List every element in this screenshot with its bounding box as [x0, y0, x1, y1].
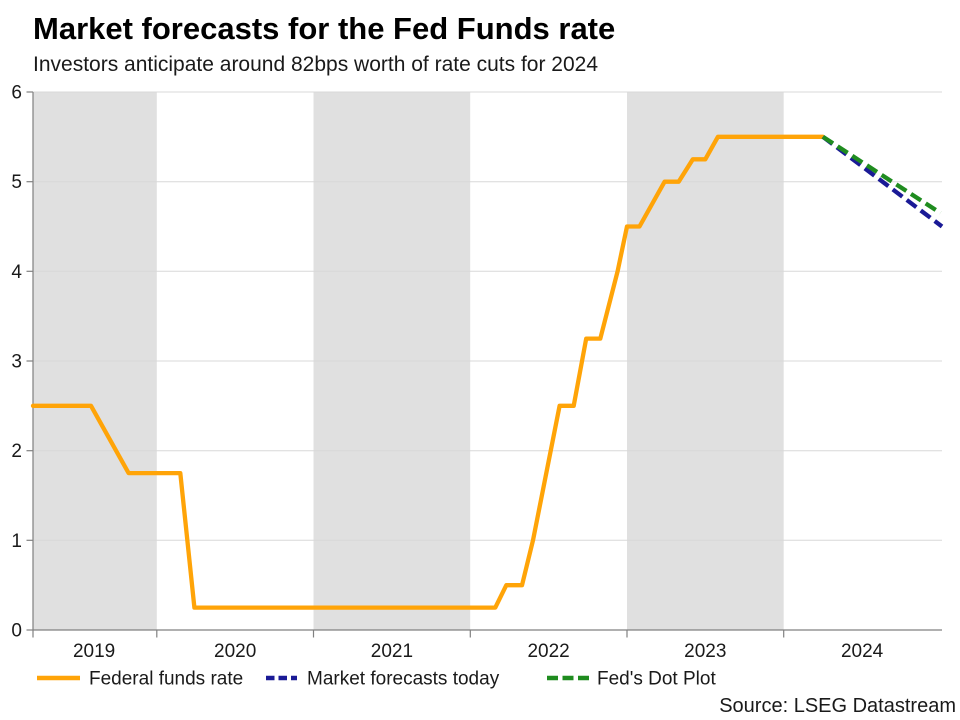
source-text: Source: LSEG Datastream [719, 695, 956, 717]
y-tick-label-3: 3 [11, 352, 22, 373]
x-tick-label-2019: 2019 [73, 641, 115, 662]
x-tick-label-2022: 2022 [527, 641, 569, 662]
y-tick-label-5: 5 [11, 172, 22, 193]
y-tick-label-6: 6 [11, 83, 22, 104]
series-line-federal-funds-rate [30, 134, 826, 610]
y-tick-label-4: 4 [11, 262, 22, 283]
legend-item-market-forecasts-today: Market forecasts today [266, 669, 500, 690]
plot-area: 0 1 2 3 4 5 6 2019 2020 2021 2022 2023 2024 [11, 83, 944, 662]
legend-label-market-forecasts-today: Market forecasts today [307, 669, 500, 690]
legend-item-federal-funds-rate: Federal funds rate [37, 669, 243, 690]
x-tick-label-2020: 2020 [214, 641, 256, 662]
y-tick-label-0: 0 [11, 621, 22, 642]
legend-label-federal-funds-rate: Federal funds rate [89, 669, 243, 690]
x-tick-label-2024: 2024 [841, 641, 884, 662]
chart-subtitle: Investors anticipate around 82bps worth … [33, 53, 598, 76]
legend-label-feds-dot-plot: Fed's Dot Plot [597, 669, 716, 690]
x-tick-label-2023: 2023 [684, 641, 726, 662]
legend-item-feds-dot-plot: Fed's Dot Plot [547, 669, 716, 690]
x-tick-label-2021: 2021 [371, 641, 413, 662]
chart-title: Market forecasts for the Fed Funds rate [33, 11, 615, 46]
series-line-fed-s-dot-plot [821, 134, 942, 215]
legend: Federal funds rate Market forecasts toda… [37, 669, 716, 690]
y-tick-label-1: 1 [11, 531, 22, 552]
y-tick-label-2: 2 [11, 441, 22, 462]
